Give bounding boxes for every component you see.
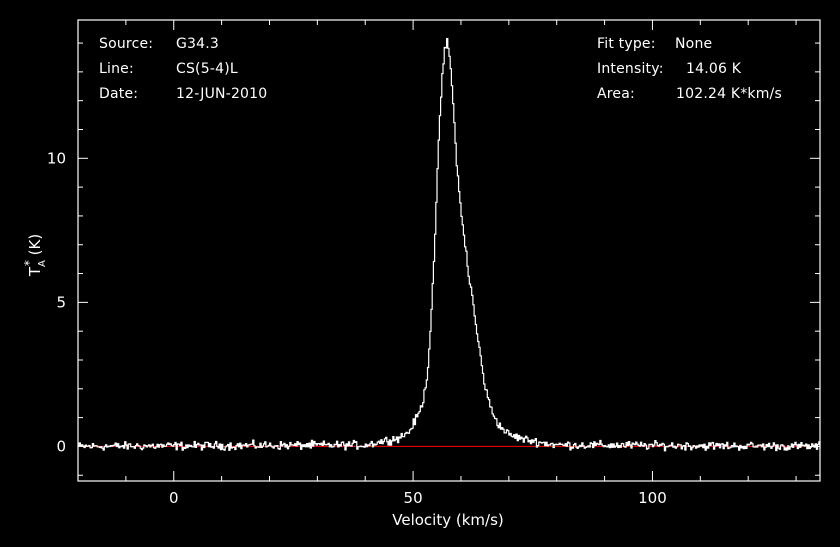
intensity-value: 14.06 K: [686, 61, 742, 77]
y-axis-label: TA* (K): [22, 234, 48, 277]
source-label: Source:: [99, 36, 154, 52]
x-tick-label: 0: [169, 489, 179, 507]
area-value: 102.24 K*km/s: [676, 86, 782, 102]
y-tick-label: 10: [47, 149, 66, 167]
x-tick-label: 100: [638, 489, 667, 507]
fit-type-label: Fit type:: [597, 36, 656, 52]
intensity-label: Intensity:: [597, 61, 664, 77]
date-label: Date:: [99, 86, 139, 102]
plot-frame: [77, 19, 821, 482]
x-tick-label: 50: [404, 489, 423, 507]
line-label: Line:: [99, 61, 134, 77]
fit-type-value: None: [675, 36, 713, 52]
x-axis-label: Velocity (km/s): [392, 511, 503, 529]
y-tick-label: 0: [56, 437, 66, 455]
area-label: Area:: [597, 86, 635, 102]
line-value: CS(5-4)L: [176, 61, 238, 77]
y-tick-label: 5: [56, 293, 66, 311]
spectrum-line: [78, 38, 821, 452]
date-value: 12-JUN-2010: [176, 86, 268, 102]
source-value: G34.3: [176, 36, 220, 52]
